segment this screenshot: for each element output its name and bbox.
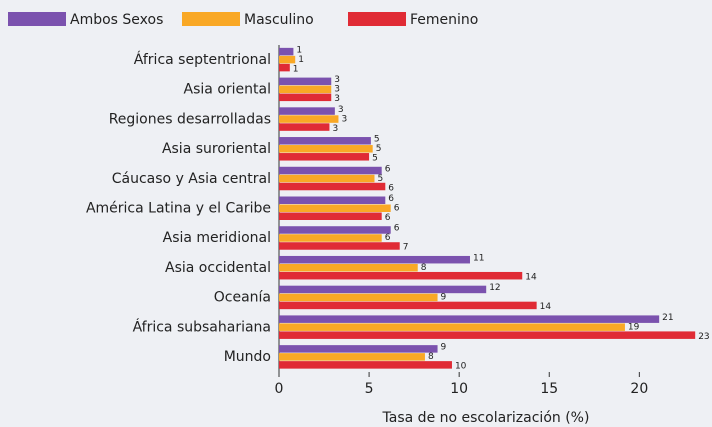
legend-swatch (348, 12, 406, 26)
data-label: 6 (385, 164, 391, 174)
data-label: 8 (421, 263, 427, 273)
bar (279, 301, 537, 310)
data-label: 3 (334, 94, 340, 104)
data-label: 6 (388, 183, 394, 193)
data-label: 12 (489, 283, 500, 293)
bar (279, 263, 418, 272)
data-label: 6 (385, 213, 391, 223)
bar (279, 93, 332, 102)
bar (279, 115, 339, 123)
bar (279, 137, 371, 145)
x-tick-label: 0 (275, 381, 284, 397)
bar (279, 174, 375, 183)
bar (279, 331, 696, 339)
category-label: África subsahariana (133, 318, 271, 335)
bar (279, 153, 370, 161)
data-label: 19 (628, 322, 640, 332)
data-label: 5 (376, 144, 382, 154)
category-label: África septentrional (134, 51, 271, 68)
bar (279, 85, 332, 94)
bar (279, 196, 386, 204)
bar (279, 234, 382, 242)
data-label: 21 (662, 313, 673, 323)
category-label: Asia suroriental (162, 141, 271, 157)
data-label: 6 (394, 224, 400, 234)
data-label: 1 (293, 64, 299, 74)
data-label: 3 (334, 85, 340, 95)
category-label: Mundo (224, 349, 271, 365)
data-label: 3 (334, 75, 340, 85)
bar (279, 242, 400, 250)
x-tick-label: 15 (540, 381, 558, 397)
category-label: Oceanía (214, 290, 271, 306)
legend-label: Ambos Sexos (70, 12, 163, 28)
bar (279, 271, 523, 280)
bar (279, 77, 332, 86)
bar (279, 166, 382, 175)
bar (279, 361, 452, 369)
data-label: 9 (441, 343, 447, 353)
bar (279, 255, 470, 264)
data-label: 23 (698, 332, 709, 342)
data-label: 14 (525, 272, 537, 282)
data-label: 3 (341, 114, 347, 124)
legend-swatch (8, 12, 66, 26)
x-tick-label: 5 (365, 381, 374, 397)
legend-label: Femenino (410, 12, 478, 28)
data-label: 1 (298, 55, 304, 65)
bar (279, 63, 290, 72)
data-label: 11 (473, 253, 484, 263)
bar (279, 123, 330, 131)
data-label: 7 (403, 243, 409, 253)
bar (279, 353, 425, 361)
category-label: Asia oriental (184, 82, 271, 98)
bar (279, 107, 335, 115)
data-label: 6 (385, 233, 391, 243)
data-label: 9 (441, 293, 447, 303)
bar (279, 285, 487, 294)
legend-swatch (182, 12, 240, 26)
data-label: 8 (428, 352, 434, 362)
data-label: 5 (372, 154, 378, 164)
bar (279, 204, 391, 212)
data-label: 10 (455, 362, 467, 372)
data-label: 5 (377, 174, 383, 184)
category-label: Asia meridional (163, 230, 271, 246)
category-label: América Latina y el Caribe (86, 201, 271, 217)
category-label: Regiones desarrolladas (109, 111, 271, 127)
data-label: 6 (388, 194, 394, 204)
category-label: Asia occidental (165, 260, 271, 276)
bar (279, 145, 373, 153)
legend-label: Masculino (244, 12, 314, 28)
data-label: 3 (332, 124, 338, 134)
bar (279, 315, 660, 323)
x-tick-label: 20 (630, 381, 648, 397)
bar (279, 345, 438, 353)
bar (279, 226, 391, 234)
bar (279, 47, 294, 56)
data-label: 14 (540, 302, 552, 312)
data-label: 1 (296, 45, 302, 55)
data-label: 5 (374, 135, 380, 145)
bar (279, 212, 382, 220)
category-label: Cáucaso y Asia central (112, 171, 271, 187)
data-label: 6 (394, 204, 400, 214)
data-label: 3 (338, 105, 344, 115)
bar (279, 182, 386, 191)
x-axis-title: Tasa de no escolarización (%) (382, 410, 590, 426)
x-tick-label: 10 (450, 381, 468, 397)
bar (279, 323, 625, 331)
bar (279, 293, 438, 302)
bar (279, 55, 296, 64)
